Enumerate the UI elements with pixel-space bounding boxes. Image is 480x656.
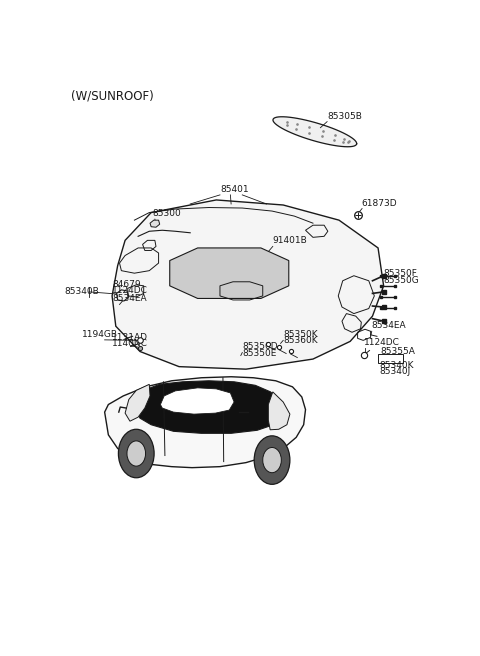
Text: 85350G: 85350G: [384, 276, 420, 285]
Text: 85340K: 85340K: [379, 361, 414, 370]
Text: 85340J: 85340J: [379, 367, 410, 376]
Text: 85350E: 85350E: [242, 348, 276, 358]
Polygon shape: [137, 380, 283, 434]
Text: 1194GB: 1194GB: [83, 330, 118, 338]
Polygon shape: [273, 117, 357, 147]
Text: 1124DC: 1124DC: [112, 286, 148, 295]
Polygon shape: [112, 200, 384, 369]
Circle shape: [254, 436, 290, 484]
Text: 1131AD: 1131AD: [112, 333, 148, 342]
Text: 85360K: 85360K: [283, 337, 318, 346]
Text: 91401B: 91401B: [272, 236, 307, 245]
Text: 85340B: 85340B: [64, 287, 99, 297]
Polygon shape: [160, 388, 234, 414]
Text: 85350K: 85350K: [283, 331, 318, 339]
Text: 85355A: 85355A: [380, 346, 415, 356]
Circle shape: [263, 447, 281, 473]
Text: 84679: 84679: [112, 280, 141, 289]
Text: 85401: 85401: [220, 185, 249, 194]
Polygon shape: [170, 248, 289, 298]
Text: 1140NC: 1140NC: [112, 339, 148, 348]
Polygon shape: [268, 392, 290, 430]
Circle shape: [119, 429, 154, 478]
Text: 85350D: 85350D: [242, 342, 278, 352]
Text: 85305B: 85305B: [328, 112, 363, 121]
Text: 85300: 85300: [152, 209, 181, 218]
Polygon shape: [125, 384, 150, 421]
Polygon shape: [150, 220, 160, 227]
Text: 61873D: 61873D: [361, 199, 397, 207]
Text: 85350F: 85350F: [384, 269, 418, 277]
Polygon shape: [105, 377, 305, 468]
Circle shape: [127, 441, 145, 466]
Text: 8534EA: 8534EA: [112, 295, 147, 304]
Text: (W/SUNROOF): (W/SUNROOF): [71, 90, 154, 103]
Text: 8534EA: 8534EA: [372, 321, 407, 330]
Text: 1124DC: 1124DC: [364, 338, 400, 348]
Bar: [378, 354, 403, 363]
